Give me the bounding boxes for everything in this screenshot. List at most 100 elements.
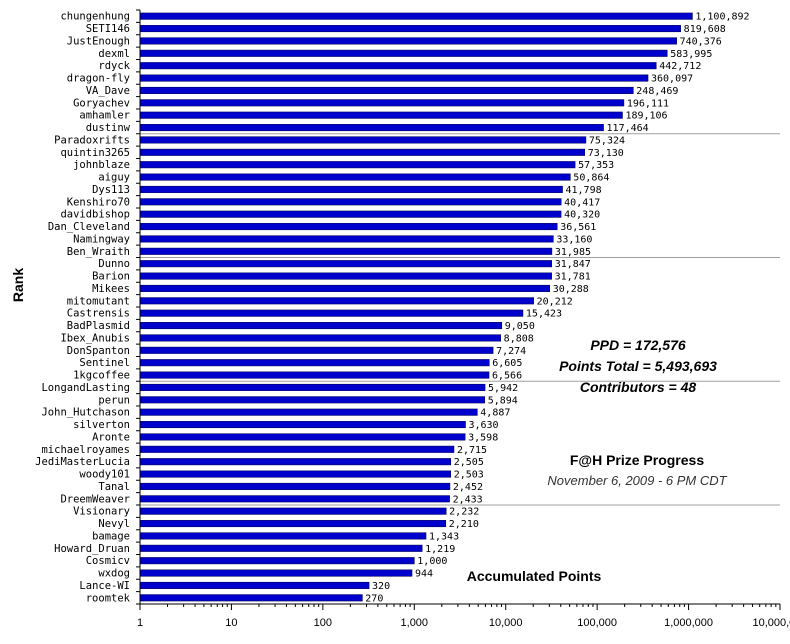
category-label: Nevyl: [98, 518, 130, 530]
x-tick-label: 10: [225, 617, 237, 629]
bar: [139, 136, 587, 144]
value-label: 5,942: [488, 383, 518, 394]
category-label: Castrensis: [67, 308, 130, 320]
category-label: DonSpanton: [67, 345, 130, 357]
value-label: 3,598: [468, 432, 498, 443]
value-label: 2,503: [454, 470, 484, 481]
bar: [139, 185, 563, 193]
bar: [139, 371, 490, 379]
value-label: 944: [415, 569, 433, 580]
category-label: Namingway: [73, 233, 130, 245]
bar: [139, 445, 455, 453]
bar: [139, 272, 552, 280]
value-label: 819,608: [684, 24, 726, 35]
category-label: dexml: [98, 48, 130, 60]
bar: [139, 309, 524, 317]
bar: [139, 495, 450, 503]
bar: [139, 470, 452, 478]
bar: [139, 383, 486, 391]
category-label: DreemWeaver: [60, 493, 130, 505]
category-label: LongandLasting: [41, 382, 130, 394]
y-axis-title: Rank: [10, 268, 26, 302]
bar: [139, 62, 657, 70]
points-total-stat: Points Total = 5,493,693: [559, 358, 717, 374]
grid-lines: [140, 133, 780, 506]
value-label: 117,464: [607, 123, 649, 134]
value-label: 248,469: [636, 86, 678, 97]
value-label: 57,353: [578, 160, 614, 171]
x-axis-title: Accumulated Points: [467, 568, 602, 584]
bar: [139, 346, 494, 354]
bar: [139, 198, 562, 206]
bar: [139, 49, 668, 57]
value-label: 5,894: [488, 395, 518, 406]
category-label: VA_Dave: [86, 85, 130, 97]
bar: [139, 544, 423, 552]
value-label: 8,808: [504, 333, 534, 344]
bar: [139, 124, 604, 132]
category-label: Dunno: [98, 258, 130, 270]
x-tick-label: 10,000: [489, 617, 523, 629]
value-label: 2,505: [454, 457, 484, 468]
bar: [139, 235, 554, 243]
value-label: 33,160: [556, 234, 592, 245]
value-label: 360,097: [651, 74, 693, 85]
value-label: 6,566: [492, 371, 522, 382]
category-label: John_Hutchason: [41, 407, 130, 419]
x-tick-label: 1,000: [401, 617, 429, 629]
bar: [139, 161, 576, 169]
bar: [139, 25, 681, 33]
x-tick-label: 100: [314, 617, 332, 629]
value-label: 3,630: [468, 420, 498, 431]
value-label: 442,712: [659, 61, 701, 72]
value-label: 6,605: [492, 358, 522, 369]
value-label: 2,715: [457, 445, 487, 456]
bar: [139, 569, 413, 577]
bar: [139, 210, 562, 218]
value-label: 15,423: [526, 309, 562, 320]
value-label: 41,798: [566, 185, 602, 196]
category-label: silverton: [73, 419, 130, 431]
bar: [139, 581, 370, 589]
bar: [139, 111, 623, 119]
value-label: 189,106: [625, 111, 667, 122]
category-labels: chungenhungSETI146JustEnoughdexmlrdyckdr…: [35, 11, 131, 605]
bar: [139, 99, 625, 107]
category-label: dragon-fly: [67, 73, 130, 85]
value-label: 75,324: [589, 135, 625, 146]
x-tick-label: 100,000: [577, 617, 617, 629]
chart-subtitle: November 6, 2009 - 6 PM CDT: [547, 473, 727, 488]
bar: [139, 322, 503, 330]
contributors-stat: Contributors = 48: [580, 379, 697, 395]
value-label: 1,343: [429, 531, 459, 542]
value-label: 31,781: [555, 272, 591, 283]
x-tick-label: 10,000,000: [752, 617, 790, 629]
value-label: 7,274: [496, 346, 526, 357]
chart-title: F@H Prize Progress: [570, 452, 704, 468]
category-label: davidbishop: [60, 209, 130, 221]
bar: [139, 421, 466, 429]
category-label: rdyck: [98, 60, 130, 72]
category-label: Dan_Cleveland: [48, 221, 130, 233]
value-label: 9,050: [505, 321, 535, 332]
category-label: Mikees: [92, 283, 130, 295]
category-label: woody101: [79, 469, 130, 481]
value-label: 1,100,892: [695, 12, 749, 23]
category-label: aiguy: [98, 172, 130, 184]
bar: [139, 532, 427, 540]
value-label: 30,288: [553, 284, 589, 295]
bar: [139, 396, 486, 404]
bar: [139, 334, 501, 342]
bar: [139, 223, 558, 231]
x-tick-labels: 1 10 100 1,000 10,000 100,000 1,000,000 10,000,…: [137, 617, 790, 629]
value-label: 36,561: [560, 222, 596, 233]
category-label: Howard_Druan: [54, 543, 130, 555]
bar: [139, 12, 693, 20]
value-label: 270: [365, 593, 383, 604]
category-label: Ibex_Anubis: [60, 332, 130, 344]
value-label: 31,847: [555, 259, 591, 270]
value-label: 40,417: [564, 197, 600, 208]
category-label: Dys113: [92, 184, 130, 196]
category-label: SETI146: [86, 23, 130, 35]
